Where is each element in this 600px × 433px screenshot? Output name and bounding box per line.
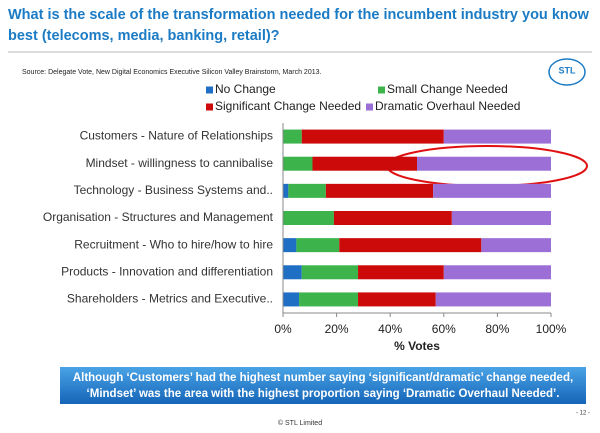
x-tick-label: 40% bbox=[378, 322, 402, 336]
y-tick-label: Mindset - willingness to cannibalise bbox=[86, 156, 274, 170]
bar-segment bbox=[481, 238, 551, 253]
bar-segment bbox=[435, 292, 551, 307]
title-line-2: best (telecoms, media, banking, retail)? bbox=[8, 28, 280, 44]
bar-segment bbox=[283, 183, 289, 198]
bar-segment bbox=[288, 183, 326, 198]
bar-segment bbox=[433, 183, 551, 198]
legend-label: Significant Change Needed bbox=[215, 99, 361, 113]
legend-swatch bbox=[206, 86, 213, 94]
bar-segment bbox=[283, 265, 302, 280]
bar-segment bbox=[443, 265, 551, 280]
bar-segment bbox=[417, 156, 551, 171]
bar-segment bbox=[358, 265, 444, 280]
bar-segment bbox=[451, 211, 551, 225]
bar-segment bbox=[283, 238, 297, 253]
x-tick-label: 80% bbox=[485, 322, 509, 336]
legend-label: Small Change Needed bbox=[387, 82, 508, 96]
page-number: - 12 - bbox=[576, 411, 590, 417]
legend-label: No Change bbox=[215, 82, 276, 96]
bar-segment bbox=[358, 292, 436, 307]
x-tick-label: 0% bbox=[274, 322, 292, 336]
x-tick-label: 20% bbox=[325, 322, 349, 336]
bar-segment bbox=[299, 292, 359, 307]
bar-segment bbox=[283, 292, 300, 307]
callout-box bbox=[60, 367, 586, 404]
bar-segment bbox=[339, 238, 482, 253]
bar-segment bbox=[301, 265, 359, 280]
logo: STL bbox=[559, 65, 577, 75]
bar-segment bbox=[283, 211, 334, 225]
footer: © STL Limited bbox=[278, 419, 322, 427]
legend-swatch bbox=[206, 103, 213, 111]
bar-segment bbox=[312, 156, 417, 171]
y-tick-label: Products - Innovation and differentiatio… bbox=[61, 264, 273, 278]
bar-segment bbox=[296, 238, 340, 253]
y-tick-label: Customers - Nature of Relationships bbox=[80, 129, 273, 143]
y-tick-label: Shareholders - Metrics and Executive.. bbox=[67, 292, 273, 306]
legend-swatch bbox=[378, 86, 385, 94]
callout-line: Although ‘Customers’ had the highest num… bbox=[73, 372, 573, 384]
bar-segment bbox=[283, 156, 313, 171]
y-tick-label: Technology - Business Systems and.. bbox=[74, 183, 273, 197]
bar-segment bbox=[325, 183, 434, 198]
callout-line: ‘Mindset’ was the area with the highest … bbox=[87, 388, 560, 400]
source: Source: Delegate Vote, New Digital Econo… bbox=[22, 69, 322, 76]
bar-segment bbox=[333, 211, 452, 225]
bar-segment bbox=[443, 129, 551, 144]
title-line-1: What is the scale of the transformation … bbox=[8, 7, 590, 23]
x-axis-title: % Votes bbox=[394, 339, 440, 353]
x-tick-label: 100% bbox=[536, 322, 567, 336]
legend-swatch bbox=[366, 103, 373, 111]
bar-segment bbox=[283, 129, 302, 144]
legend-label: Dramatic Overhaul Needed bbox=[375, 99, 520, 113]
y-tick-label: Organisation - Structures and Management bbox=[43, 210, 274, 224]
logo-badge bbox=[548, 58, 586, 86]
x-tick-label: 60% bbox=[432, 322, 456, 336]
bar-segment bbox=[301, 129, 444, 144]
y-tick-label: Recruitment - Who to hire/how to hire bbox=[74, 237, 273, 251]
